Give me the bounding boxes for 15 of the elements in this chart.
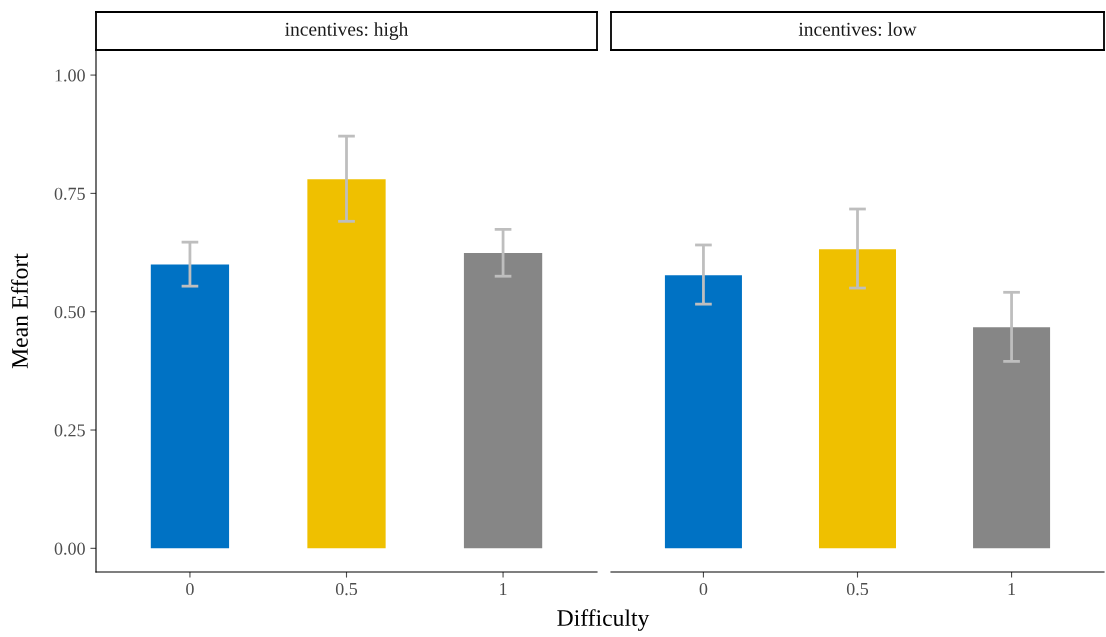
chart-title: incentives: low (798, 22, 917, 36)
x-axis-title: Difficulty (557, 609, 650, 631)
y-tick-label: 0.75 (54, 187, 85, 200)
y-tick-label: 0.25 (54, 424, 85, 437)
x-tick-label: 0.5 (846, 582, 869, 596)
chart-title: incentives: high (285, 22, 409, 40)
x-tick-label: 0 (699, 582, 708, 596)
y-axis-title: Mean Effort (11, 253, 28, 369)
x-tick-label: 0.5 (335, 582, 358, 596)
x-tick-label: 0 (186, 582, 194, 596)
y-tick-label: 0.50 (54, 305, 85, 319)
y-tick-label: 1.00 (55, 69, 85, 82)
x-tick-label: 1 (1008, 583, 1015, 595)
x-tick-label: 1 (500, 583, 507, 595)
y-tick-label: 0.00 (54, 542, 85, 555)
